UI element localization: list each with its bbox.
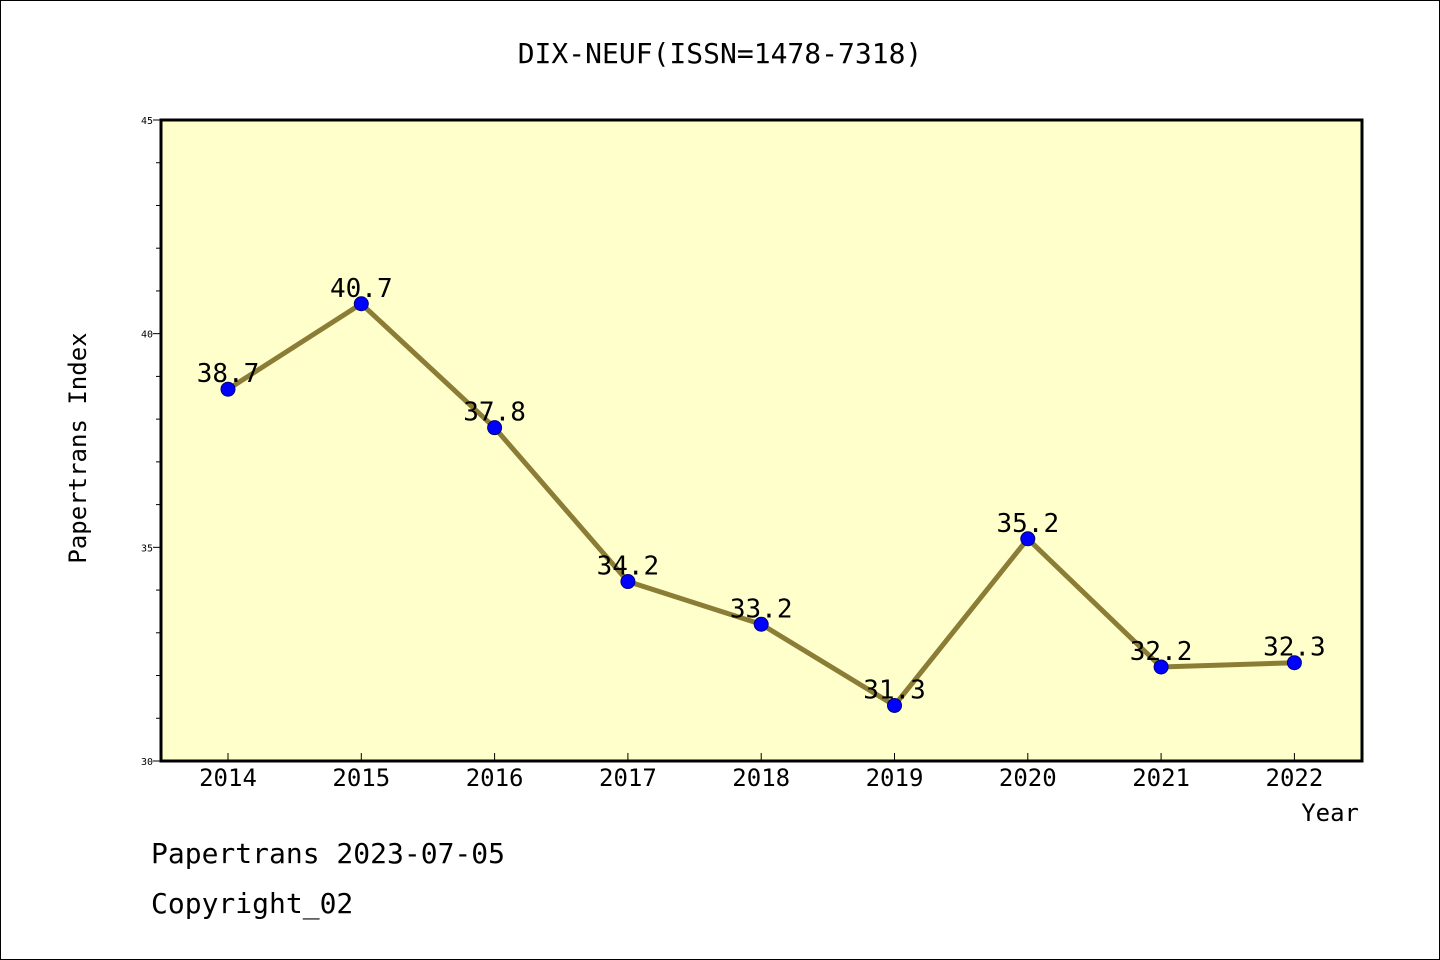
data-label: 34.2 xyxy=(597,552,660,582)
data-point xyxy=(887,697,902,713)
x-axis-label: Year xyxy=(1301,799,1359,827)
data-label: 32.2 xyxy=(1130,637,1193,667)
data-point xyxy=(1286,655,1302,671)
y-tick-label: 30 xyxy=(141,757,153,768)
y-tick-label: 35 xyxy=(141,543,153,554)
data-label: 38.7 xyxy=(197,359,260,389)
x-tick-label: 2015 xyxy=(332,764,390,792)
data-point xyxy=(353,296,369,312)
chart-title: DIX-NEUF(ISSN=1478-7318) xyxy=(517,37,923,70)
data-label: 33.2 xyxy=(730,594,793,624)
y-tick-label: 45 xyxy=(141,116,153,127)
data-point xyxy=(220,381,236,397)
y-axis: 30 35 40 45 xyxy=(141,116,161,768)
x-tick-label: 2019 xyxy=(866,764,924,792)
data-label: 31.3 xyxy=(863,675,926,705)
y-tick-label: 40 xyxy=(141,330,153,341)
data-point xyxy=(487,420,503,436)
footer-date: Papertrans 2023-07-05 xyxy=(151,837,506,870)
data-label: 32.3 xyxy=(1263,633,1326,663)
data-label: 40.7 xyxy=(330,274,393,304)
y-axis-label: Papertrans Index xyxy=(64,332,92,563)
x-tick-label: 2014 xyxy=(199,764,257,792)
x-tick-label: 2022 xyxy=(1266,764,1324,792)
data-labels: 38.7 40.7 37.8 34.2 33.2 31.3 35.2 32.2 32.3 xyxy=(197,274,1326,706)
x-tick-label: 2021 xyxy=(1132,764,1190,792)
data-label: 37.8 xyxy=(463,398,526,428)
x-tick-label: 2016 xyxy=(466,764,524,792)
plot-area xyxy=(159,118,1364,763)
x-axis: 2014 2015 2016 2017 2018 2019 2020 2021 2022 xyxy=(199,753,1323,792)
data-point xyxy=(620,574,636,590)
data-markers xyxy=(220,296,1302,713)
footer-copyright: Copyright_02 xyxy=(151,887,354,920)
data-label: 35.2 xyxy=(996,509,1059,539)
x-tick-label: 2017 xyxy=(599,764,657,792)
x-tick-label: 2020 xyxy=(999,764,1057,792)
data-point xyxy=(753,616,769,632)
x-tick-label: 2018 xyxy=(732,764,790,792)
data-point xyxy=(1020,531,1036,547)
data-point xyxy=(1153,659,1169,675)
